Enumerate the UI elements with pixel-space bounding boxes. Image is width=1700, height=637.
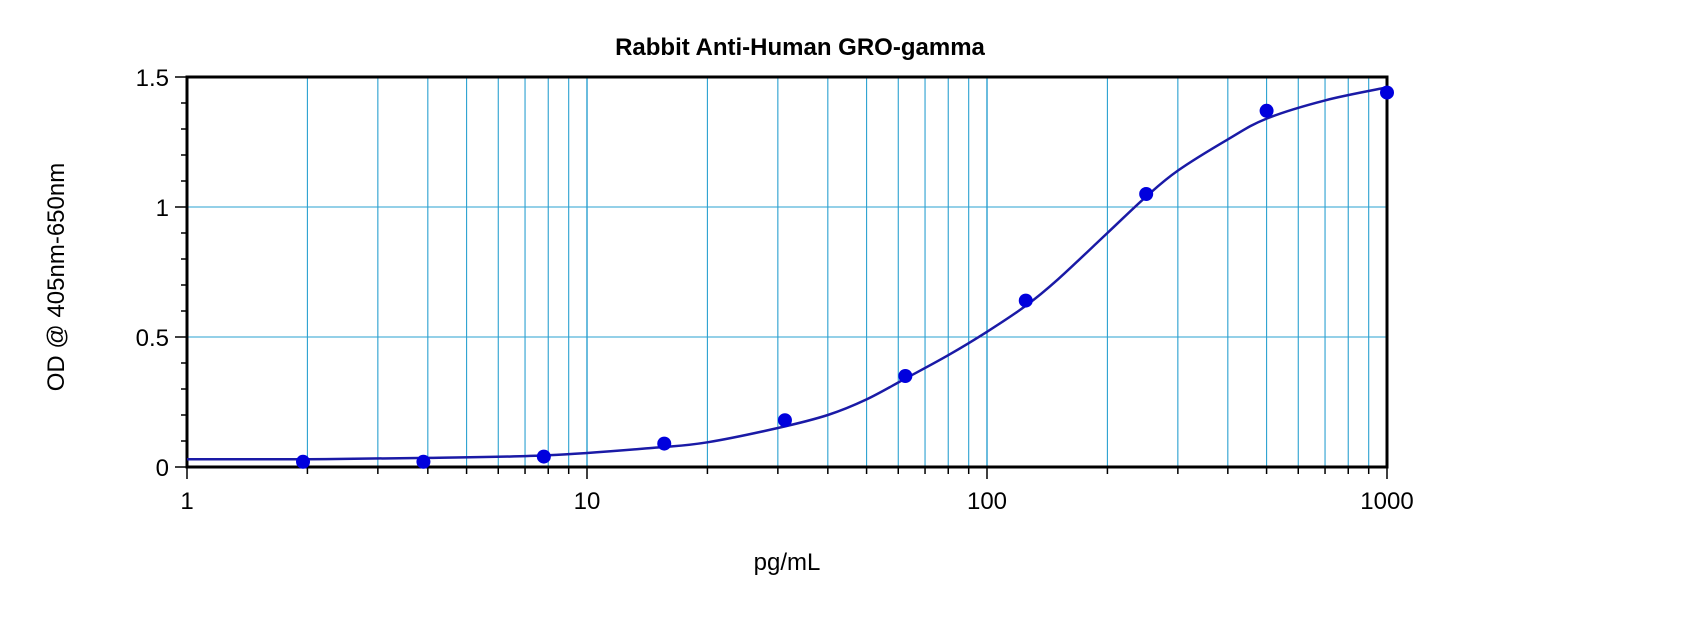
data-points-layer <box>296 85 1394 469</box>
chart-title: Rabbit Anti-Human GRO-gamma <box>615 34 985 61</box>
data-point <box>1259 103 1274 118</box>
y-tick-labels: 0 0.5 1 1.5 <box>136 65 169 482</box>
data-point <box>1139 187 1154 201</box>
data-point <box>1380 85 1394 100</box>
data-point <box>777 413 792 428</box>
y-tick-label: 0 <box>156 455 169 482</box>
data-point <box>536 449 551 464</box>
y-tick-label: 0.5 <box>136 325 169 352</box>
fit-curve-layer <box>186 86 1388 461</box>
data-point <box>898 369 913 383</box>
x-tick-labels: 1 10 100 1000 <box>180 488 1413 515</box>
x-tick-label: 10 <box>574 488 601 515</box>
data-point <box>1018 293 1033 308</box>
y-axis-label: OD @ 405nm-650nm <box>43 163 70 391</box>
x-tick-label: 100 <box>967 488 1007 515</box>
x-tick-label: 1 <box>180 488 193 515</box>
y-tick-label: 1.5 <box>136 65 169 92</box>
x-tick-label: 1000 <box>1360 488 1413 515</box>
data-point <box>416 454 431 469</box>
x-axis-label: pg/mL <box>754 549 821 576</box>
data-point <box>657 436 672 451</box>
y-tick-label: 1 <box>156 195 169 222</box>
axis-ticks <box>175 76 1388 479</box>
grid-lines <box>187 77 1387 467</box>
fit-curve <box>186 86 1388 461</box>
plot-frame <box>185 75 1389 469</box>
data-point <box>296 454 311 469</box>
